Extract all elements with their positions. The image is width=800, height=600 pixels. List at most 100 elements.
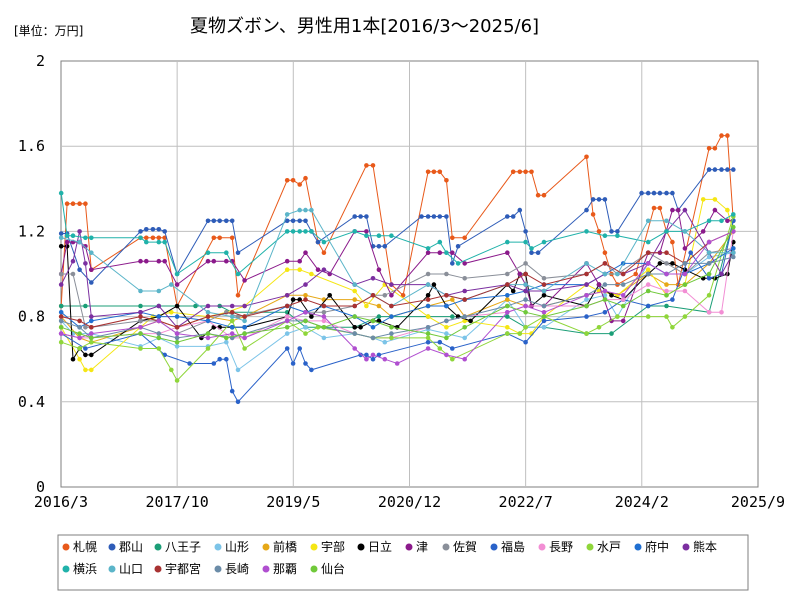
data-point	[370, 163, 376, 168]
data-point	[352, 288, 358, 294]
data-point	[217, 218, 222, 224]
data-point	[58, 271, 64, 277]
data-point	[517, 271, 523, 277]
data-point	[425, 314, 431, 319]
data-point	[712, 197, 718, 202]
legend-label: 山形	[225, 540, 249, 554]
data-point	[370, 318, 376, 324]
data-point	[664, 261, 669, 266]
data-point	[389, 335, 394, 341]
legend-label: 日立	[368, 539, 392, 554]
data-point	[651, 205, 657, 211]
data-point	[602, 261, 608, 266]
legend-item: 府中	[634, 539, 669, 554]
legend-marker	[682, 543, 690, 551]
data-point	[284, 325, 290, 330]
data-point	[425, 325, 431, 330]
data-point	[138, 258, 143, 264]
data-point	[242, 331, 247, 336]
data-point	[174, 335, 180, 341]
data-point	[444, 335, 449, 341]
data-point	[505, 310, 510, 315]
data-point	[83, 303, 88, 309]
data-point	[712, 146, 718, 151]
data-point	[77, 318, 82, 324]
series-20	[58, 224, 736, 345]
data-point	[297, 229, 303, 234]
legend-label: 長野	[549, 540, 573, 554]
legend-item: 前橋	[262, 539, 297, 554]
data-point	[211, 258, 217, 264]
legend-label: 福島	[501, 539, 525, 554]
data-point	[211, 218, 217, 224]
x-tick-label: 2019/5	[266, 493, 320, 511]
data-point	[77, 335, 82, 341]
data-point	[144, 258, 149, 264]
legend-item: 札幌	[62, 539, 97, 554]
data-point	[303, 361, 308, 366]
data-point	[352, 303, 358, 309]
data-point	[615, 233, 620, 238]
axis-tick-labels: 0 0.4 0.8 1.2 1.6 2 2016/3 2017/10 2019/5 2020/12…	[18, 52, 785, 511]
data-point	[58, 190, 64, 196]
data-point	[290, 361, 296, 366]
legend-label: 八王子	[165, 540, 201, 554]
data-point	[596, 197, 602, 202]
data-point	[138, 229, 143, 234]
data-point	[284, 293, 290, 298]
data-point	[719, 167, 724, 172]
data-point	[321, 267, 327, 273]
data-point	[382, 293, 388, 298]
data-point	[64, 233, 70, 238]
legend-marker	[62, 565, 70, 573]
data-point	[602, 250, 608, 255]
data-point	[297, 258, 303, 264]
data-point	[229, 314, 235, 319]
data-point	[523, 303, 528, 309]
data-point	[352, 346, 358, 351]
data-point	[156, 318, 162, 324]
data-point	[437, 214, 443, 219]
data-point	[657, 261, 663, 266]
data-point	[462, 288, 468, 294]
data-point	[321, 318, 327, 324]
data-point	[58, 314, 64, 319]
data-point	[77, 201, 82, 206]
data-point	[541, 293, 547, 298]
data-point	[64, 239, 70, 245]
data-point	[645, 250, 651, 255]
data-point	[224, 218, 229, 224]
y-tick-label: 0.8	[18, 308, 45, 326]
data-point	[156, 235, 162, 241]
data-point	[303, 297, 308, 302]
data-point	[596, 229, 602, 234]
data-point	[242, 303, 247, 309]
data-point	[284, 346, 290, 351]
data-point	[510, 214, 516, 219]
data-point	[505, 303, 510, 309]
data-point	[205, 250, 211, 255]
data-point	[664, 229, 669, 234]
data-point	[156, 303, 162, 309]
legend-marker	[310, 543, 318, 551]
data-point	[58, 310, 64, 315]
data-point	[615, 229, 620, 234]
data-point	[645, 261, 651, 266]
legend-item: 水戸	[586, 540, 621, 554]
data-point	[89, 325, 94, 330]
data-point	[70, 356, 76, 362]
data-point	[358, 214, 363, 219]
data-point	[321, 335, 327, 341]
x-tick-label: 2017/10	[146, 493, 209, 511]
series-2	[58, 167, 736, 285]
data-point	[419, 214, 424, 219]
data-point	[529, 169, 534, 175]
data-point	[376, 244, 382, 249]
data-point	[297, 267, 303, 273]
data-point	[620, 293, 626, 298]
data-point	[431, 214, 437, 219]
data-point	[83, 261, 88, 266]
data-point	[315, 267, 321, 273]
data-point	[682, 288, 688, 294]
